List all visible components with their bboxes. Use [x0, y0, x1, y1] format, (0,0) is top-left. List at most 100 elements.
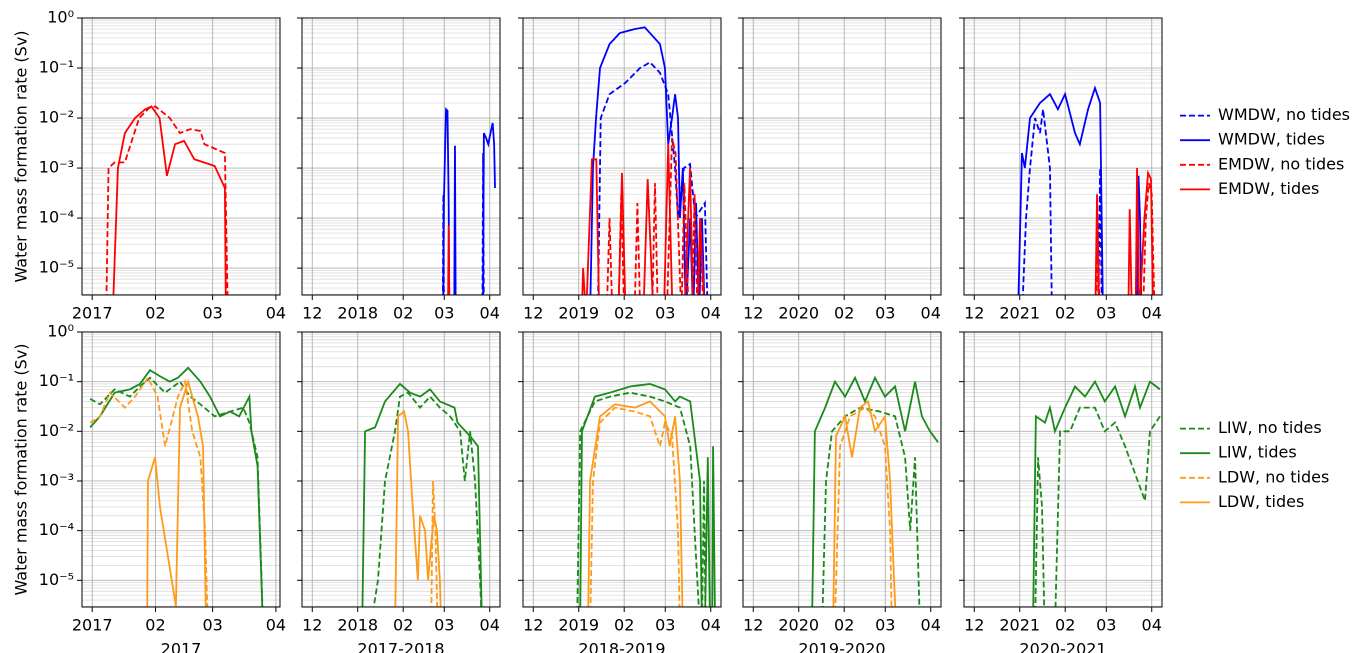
- x-tick-label: 02: [1055, 304, 1075, 323]
- x-tick-label: 02: [393, 616, 413, 635]
- series-line: [589, 406, 681, 607]
- x-tick-label: 12: [743, 616, 763, 635]
- x-tick-label: 12: [964, 304, 984, 323]
- x-tick-label: 12: [302, 304, 322, 323]
- panel: 12 2018 02 03 04 2017-2018: [297, 331, 501, 653]
- plot-frame: [742, 17, 942, 296]
- legend-label: WMDW, no tides: [1218, 105, 1350, 124]
- series-line: [832, 399, 897, 607]
- series-line: [394, 409, 442, 607]
- series-line: [1032, 379, 1161, 607]
- series-line: [442, 107, 496, 295]
- panel: 12 2020 02 03 04 2019-2020: [738, 331, 942, 653]
- x-tick-label: 04: [266, 304, 286, 323]
- series-line: [361, 382, 483, 607]
- x-tick-label: 12: [302, 616, 322, 635]
- x-tick-label: 03: [202, 304, 222, 323]
- plot-frame: [963, 331, 1163, 608]
- x-tick-label: 03: [655, 304, 675, 323]
- x-tick-label: 04: [1142, 304, 1162, 323]
- series-line: [1034, 406, 1161, 607]
- x-tick-label: 03: [434, 616, 454, 635]
- x-tick-label: 2019: [558, 616, 599, 635]
- y-tick-label: 10⁰: [47, 322, 74, 341]
- plot-frame: [963, 17, 1163, 296]
- y-tick-label: 10⁻³: [39, 470, 74, 489]
- x-tick-label: 04: [480, 304, 500, 323]
- x-tick-label: 12: [523, 304, 543, 323]
- x-tick-label: 04: [701, 616, 721, 635]
- x-tick-label: 02: [1055, 616, 1075, 635]
- y-tick-label: 10⁻¹: [39, 58, 74, 77]
- panel: 12 2019 02 03 04 2018-2019: [518, 331, 722, 653]
- legend-label: WMDW, tides: [1218, 130, 1325, 149]
- y-axis-label: Water mass formation rate (Sv): [12, 343, 31, 595]
- y-tick-label: 10⁻⁵: [39, 258, 74, 277]
- series-line: [1017, 85, 1143, 295]
- legend-label: LDW, tides: [1218, 492, 1304, 511]
- y-tick-label: 10⁻⁴: [39, 520, 74, 539]
- y-tick-label: 10⁻¹: [39, 371, 74, 390]
- x-tick-label: 04: [480, 616, 500, 635]
- x-axis-label: 2018-2019: [578, 640, 665, 653]
- panel: 12 2019 02 03 04: [518, 17, 722, 323]
- x-tick-label: 2018: [337, 616, 378, 635]
- x-axis-label: 2019-2020: [798, 640, 885, 653]
- series-line: [146, 378, 207, 607]
- y-tick-label: 10⁻²: [39, 421, 74, 440]
- x-tick-label: 2017: [72, 616, 113, 635]
- y-tick-label: 10⁻⁵: [39, 570, 74, 589]
- series-line: [834, 406, 893, 607]
- series-line: [112, 105, 227, 295]
- x-tick-label: 02: [614, 304, 634, 323]
- x-tick-label: 04: [921, 304, 941, 323]
- series-line: [579, 383, 716, 607]
- plot-frame: [81, 17, 281, 296]
- x-tick-label: 2020: [778, 304, 819, 323]
- x-tick-label: 03: [1096, 304, 1116, 323]
- x-tick-label: 03: [434, 304, 454, 323]
- x-tick-label: 04: [921, 616, 941, 635]
- panel: 12 2021 02 03 04 2020-2021: [959, 331, 1163, 653]
- plot-frame: [742, 331, 942, 608]
- x-axis-label: 2020-2021: [1019, 640, 1106, 653]
- series-line: [576, 391, 707, 607]
- x-tick-label: 03: [1096, 616, 1116, 635]
- y-tick-label: 10⁻³: [39, 158, 74, 177]
- x-tick-label: 2020: [778, 616, 819, 635]
- x-tick-label: 2019: [558, 304, 599, 323]
- series-line: [89, 366, 264, 607]
- x-tick-label: 02: [393, 304, 413, 323]
- series-line: [581, 144, 705, 295]
- x-tick-label: 2021: [999, 304, 1040, 323]
- y-tick-label: 10⁰: [47, 8, 74, 27]
- legend-label: EMDW, tides: [1218, 179, 1319, 198]
- y-tick-label: 10⁻⁴: [39, 208, 74, 227]
- series-line: [587, 400, 684, 607]
- x-tick-label: 02: [834, 616, 854, 635]
- series-line: [372, 391, 483, 607]
- plot-frame: [301, 331, 501, 608]
- x-tick-label: 04: [701, 304, 721, 323]
- x-axis-label: 2017: [161, 640, 202, 653]
- y-axis-label: Water mass formation rate (Sv): [12, 30, 31, 282]
- x-tick-label: 03: [875, 304, 895, 323]
- series-line: [1021, 109, 1103, 295]
- x-tick-label: 03: [202, 616, 222, 635]
- panel: 12 2020 02 03 04: [738, 17, 942, 323]
- x-tick-label: 02: [145, 616, 165, 635]
- plot-frame: [522, 17, 722, 296]
- legend-label: EMDW, no tides: [1218, 154, 1344, 173]
- x-tick-label: 2021: [999, 616, 1040, 635]
- legend-label: LIW, tides: [1218, 443, 1297, 462]
- series-line: [589, 26, 706, 295]
- x-tick-label: 12: [964, 616, 984, 635]
- series-line: [89, 375, 209, 607]
- x-tick-label: 02: [614, 616, 634, 635]
- legend-label: LDW, no tides: [1218, 467, 1329, 486]
- series-line: [811, 375, 939, 607]
- x-axis-label: 2017-2018: [357, 640, 444, 653]
- panel: 10⁻⁵ 10⁻⁴ 10⁻³ 10⁻² 10⁻¹ 10⁰ 2017 02 03 04 Water m…: [12, 8, 287, 323]
- x-tick-label: 03: [875, 616, 895, 635]
- panel: 10⁻⁵ 10⁻⁴ 10⁻³ 10⁻² 10⁻¹ 10⁰ 2017 02 03 04 Water m…: [12, 322, 287, 653]
